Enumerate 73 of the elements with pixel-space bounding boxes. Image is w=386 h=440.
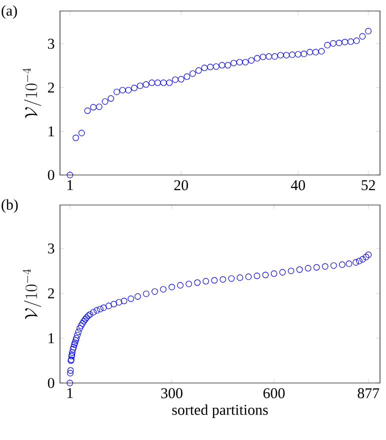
point xyxy=(283,52,290,58)
point xyxy=(260,54,266,60)
y-axis-title: $\mathcal{V}/10^{-4}$ xyxy=(22,269,42,320)
point xyxy=(84,108,91,114)
point xyxy=(266,53,272,60)
y-tick-label: 0 xyxy=(48,378,54,388)
point xyxy=(207,64,214,70)
point xyxy=(213,63,220,70)
point xyxy=(277,52,284,58)
point xyxy=(90,104,97,110)
y-tick-label: 3 xyxy=(48,243,54,254)
point xyxy=(230,60,237,66)
point xyxy=(294,51,302,58)
point xyxy=(172,76,178,83)
point xyxy=(78,130,85,136)
point xyxy=(136,82,144,89)
chart-title: (b) xyxy=(2,199,18,213)
x-tick-label: 1 xyxy=(68,180,73,190)
y-tick-label: 0 xyxy=(48,170,54,180)
point xyxy=(306,48,314,56)
point xyxy=(289,52,296,58)
x-tick-label: 52 xyxy=(362,180,375,190)
point xyxy=(353,38,360,44)
x-tick-label: 877 xyxy=(358,388,380,398)
point xyxy=(242,58,249,66)
point xyxy=(300,50,308,58)
y-tick-label: 1 xyxy=(48,333,54,344)
y-tick-label: 1 xyxy=(48,126,54,136)
y-tick-label: 2 xyxy=(48,288,54,298)
point xyxy=(160,80,167,86)
point xyxy=(114,88,120,96)
x-tick-label: 20 xyxy=(174,180,188,190)
x-tick-label: 40 xyxy=(290,180,306,190)
point xyxy=(166,80,173,86)
y-tick-label: 3 xyxy=(48,38,54,49)
chart-title: (a) xyxy=(2,5,17,19)
point xyxy=(330,40,336,47)
point xyxy=(195,67,202,74)
x-tick-label: 300 xyxy=(161,388,182,398)
point xyxy=(190,70,196,77)
point xyxy=(272,53,278,60)
point xyxy=(119,86,126,94)
y-tick-label: 2 xyxy=(48,82,54,92)
point xyxy=(125,86,132,94)
point xyxy=(96,104,102,110)
point xyxy=(154,80,161,86)
x-tick-label: 1 xyxy=(67,388,73,398)
x-axis-title: sorted partitions xyxy=(172,404,268,418)
point xyxy=(218,62,226,68)
point xyxy=(148,80,156,86)
point xyxy=(254,55,260,62)
point xyxy=(131,84,138,92)
point xyxy=(102,98,108,105)
point xyxy=(142,81,150,88)
point xyxy=(318,48,325,54)
point xyxy=(224,62,232,68)
point xyxy=(248,57,254,64)
point xyxy=(312,48,319,56)
point xyxy=(66,172,74,178)
point xyxy=(72,134,79,142)
point xyxy=(365,28,372,34)
point xyxy=(348,38,354,45)
point xyxy=(108,95,114,102)
point xyxy=(336,40,342,46)
point xyxy=(201,64,208,72)
point xyxy=(178,76,184,82)
point xyxy=(324,42,331,48)
y-axis-title: $\mathcal{V}/10^{-4}$ xyxy=(22,68,42,118)
x-tick-label: 600 xyxy=(263,388,285,398)
point xyxy=(236,58,243,66)
point xyxy=(359,33,366,40)
point xyxy=(342,38,348,46)
point xyxy=(184,73,190,80)
